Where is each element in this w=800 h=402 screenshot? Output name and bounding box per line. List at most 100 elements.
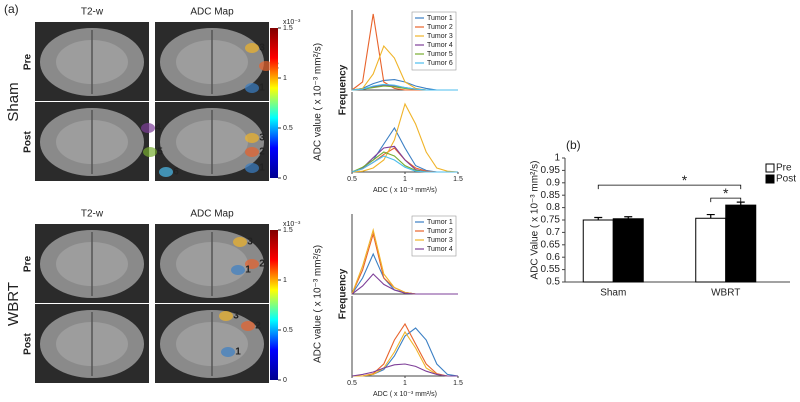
colorbar-tick-label: 0 <box>283 175 287 182</box>
histogram-curve <box>351 102 459 173</box>
legend-label: Tumor 4 <box>427 246 453 253</box>
legend-swatch <box>765 163 775 173</box>
tumor-overlay <box>221 347 235 357</box>
legend-label: Pre <box>776 163 792 174</box>
significance-mark: * <box>682 172 688 188</box>
x-tick-label: 1 <box>403 176 407 183</box>
tumor-overlay <box>233 237 247 247</box>
y-tick-label: 0.8 <box>546 202 560 213</box>
tumor-label: 1 <box>259 83 265 94</box>
x-tick-label: 0.5 <box>347 176 357 183</box>
y-tick-label: 0.55 <box>541 264 561 275</box>
tumor-label: 6 <box>173 167 179 178</box>
legend-label: Tumor 1 <box>427 219 453 226</box>
tumor-overlay <box>159 167 173 177</box>
y-tick-label: 0.6 <box>546 252 560 263</box>
legend-label: Tumor 3 <box>427 237 453 244</box>
histogram-curve <box>351 151 458 173</box>
bar <box>612 218 644 283</box>
x-tick-label: 1 <box>403 380 407 387</box>
histogram-curve <box>352 327 459 377</box>
colorbar-tick-label: 0.5 <box>283 125 293 132</box>
colorbar-label: ADC value ( x 10⁻³ mm²/s) <box>313 245 324 363</box>
histogram-curve <box>351 155 458 173</box>
tumor-overlay <box>245 43 259 53</box>
colorbar-tick-label: 0.5 <box>283 327 293 334</box>
row-label: Post <box>23 130 34 152</box>
colorbar-tick-label: 0 <box>283 377 287 384</box>
x-axis-label: ADC ( x 10⁻³ mm²/s) <box>373 391 437 398</box>
y-tick-label: 0.5 <box>546 277 560 288</box>
y-tick-label: 0.75 <box>541 215 561 226</box>
tumor-label: 5 <box>157 147 163 158</box>
colorbar-tick-label: 1.5 <box>283 227 293 234</box>
tumor-overlay <box>141 123 155 133</box>
tumor-overlay <box>245 133 259 143</box>
colorbar-tick-label: 1 <box>283 75 287 82</box>
y-axis-label: ADC Value ( x 10⁻³ mm²/s) <box>530 161 541 280</box>
significance-bracket <box>597 184 742 190</box>
legend-label: Tumor 1 <box>427 15 453 22</box>
legend-label: Tumor 2 <box>427 24 453 31</box>
legend-label: Post <box>776 174 796 185</box>
column-header: ADC Map <box>190 209 234 220</box>
tumor-overlay <box>245 163 259 173</box>
y-axis-label: Frequency <box>338 64 349 115</box>
bar <box>582 219 614 283</box>
colorbar <box>270 28 278 178</box>
y-axis-label: Frequency <box>338 268 349 319</box>
column-header: T2-w <box>81 209 104 220</box>
legend-label: Tumor 3 <box>427 33 453 40</box>
colorbar-scale: x10⁻³ <box>283 19 301 26</box>
x-tick-label: WBRT <box>711 288 740 299</box>
colorbar-tick-label: 1.5 <box>283 25 293 32</box>
colorbar-scale: x10⁻³ <box>283 221 301 228</box>
tumor-overlay <box>241 321 255 331</box>
error-bar <box>594 216 603 220</box>
significance-mark: * <box>723 185 729 201</box>
tumor-overlay <box>245 147 259 157</box>
row-label: Pre <box>23 54 34 71</box>
error-bar <box>624 216 633 219</box>
histogram-curve <box>351 252 458 295</box>
group-label: Sham <box>5 82 22 121</box>
tumor-overlay <box>259 61 273 71</box>
tumor-overlay <box>219 311 233 321</box>
colorbar-label: ADC value ( x 10⁻³ mm²/s) <box>313 43 324 161</box>
bar <box>695 217 727 283</box>
colorbar-tick-label: 1 <box>283 277 287 284</box>
legend-label: Tumor 5 <box>427 51 453 58</box>
group-label: WBRT <box>5 282 22 326</box>
panel-label: (a) <box>4 2 19 16</box>
tumor-overlay <box>245 83 259 93</box>
tumor-label: 3 <box>259 43 265 54</box>
x-tick-label: 0.5 <box>347 380 357 387</box>
x-tick-label: 1.5 <box>453 176 463 183</box>
tumor-overlay <box>245 259 259 269</box>
tumor-label: 1 <box>235 347 241 358</box>
row-label: Post <box>23 332 34 354</box>
column-header: ADC Map <box>190 7 234 18</box>
tumor-overlay <box>231 265 245 275</box>
y-tick-label: 0.65 <box>541 239 561 250</box>
column-header: T2-w <box>81 7 104 18</box>
tumor-label: 2 <box>255 321 261 332</box>
histogram-curve <box>351 363 458 377</box>
legend-label: Tumor 6 <box>427 60 453 67</box>
tumor-label: 3 <box>247 237 253 248</box>
panel-label: (b) <box>566 138 581 152</box>
histogram-curve <box>351 273 458 295</box>
significance-bracket <box>710 197 742 203</box>
histogram-curve <box>351 145 458 173</box>
y-tick-label: 0.9 <box>546 177 560 188</box>
y-tick-label: 1 <box>554 153 560 164</box>
histogram-curve <box>351 83 458 91</box>
tumor-label: 2 <box>259 259 265 270</box>
tumor-label: 1 <box>245 265 251 276</box>
error-bar <box>706 213 715 219</box>
legend-swatch <box>765 174 775 184</box>
tumor-label: 4 <box>155 123 161 134</box>
tumor-overlay <box>143 147 157 157</box>
y-tick-label: 0.85 <box>541 190 561 201</box>
